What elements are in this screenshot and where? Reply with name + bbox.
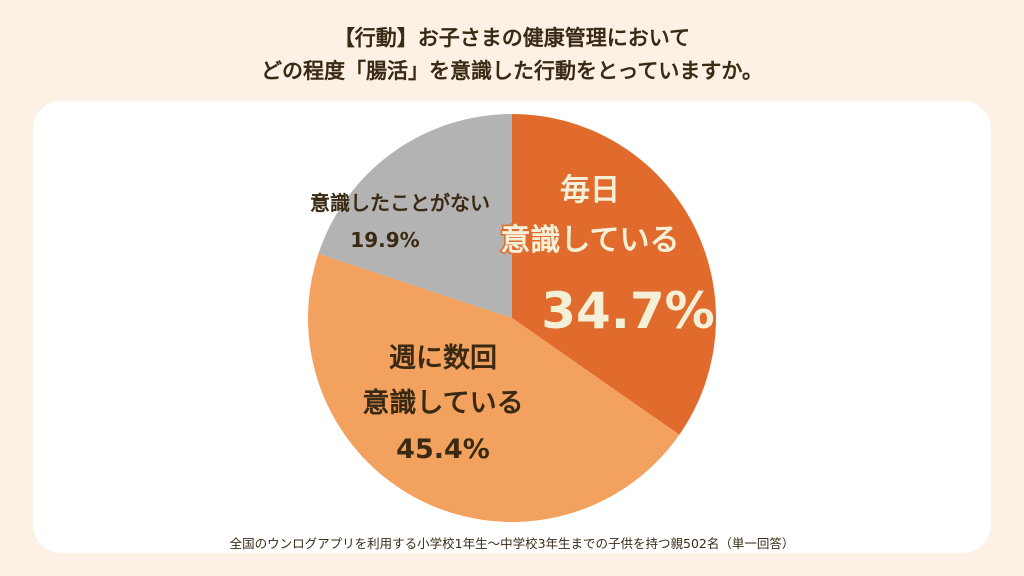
pie-slice-1: [308, 253, 680, 522]
title-line-1: 【行動】お子さまの健康管理において: [333, 26, 691, 50]
footnote: 全国のウンログアプリを利用する小学校1年生～中学校3年生までの子供を持つ親502…: [229, 536, 795, 551]
slice-label-1-line-1: 意識している: [362, 387, 523, 419]
slice-value-label-1: 45.4%: [396, 434, 490, 465]
slice-label-0-line-0: 毎日: [560, 173, 620, 208]
slice-label-1-line-0: 週に数回: [389, 343, 497, 374]
chart-title: 【行動】お子さまの健康管理において どの程度「腸活」を意識した行動をとっています…: [0, 22, 1024, 88]
pie-slice-0: [512, 114, 716, 435]
slice-value-label-2: 19.9%: [350, 228, 419, 252]
pie-slice-2: [318, 114, 512, 318]
slice-label-2-line-0: 意識したことがない: [310, 191, 490, 215]
slice-value-label-0: 34.7%: [541, 282, 714, 340]
slice-label-0-line-1: 意識している: [500, 223, 679, 258]
title-line-2: どの程度「腸活」を意識した行動をとっていますか。: [261, 59, 763, 83]
